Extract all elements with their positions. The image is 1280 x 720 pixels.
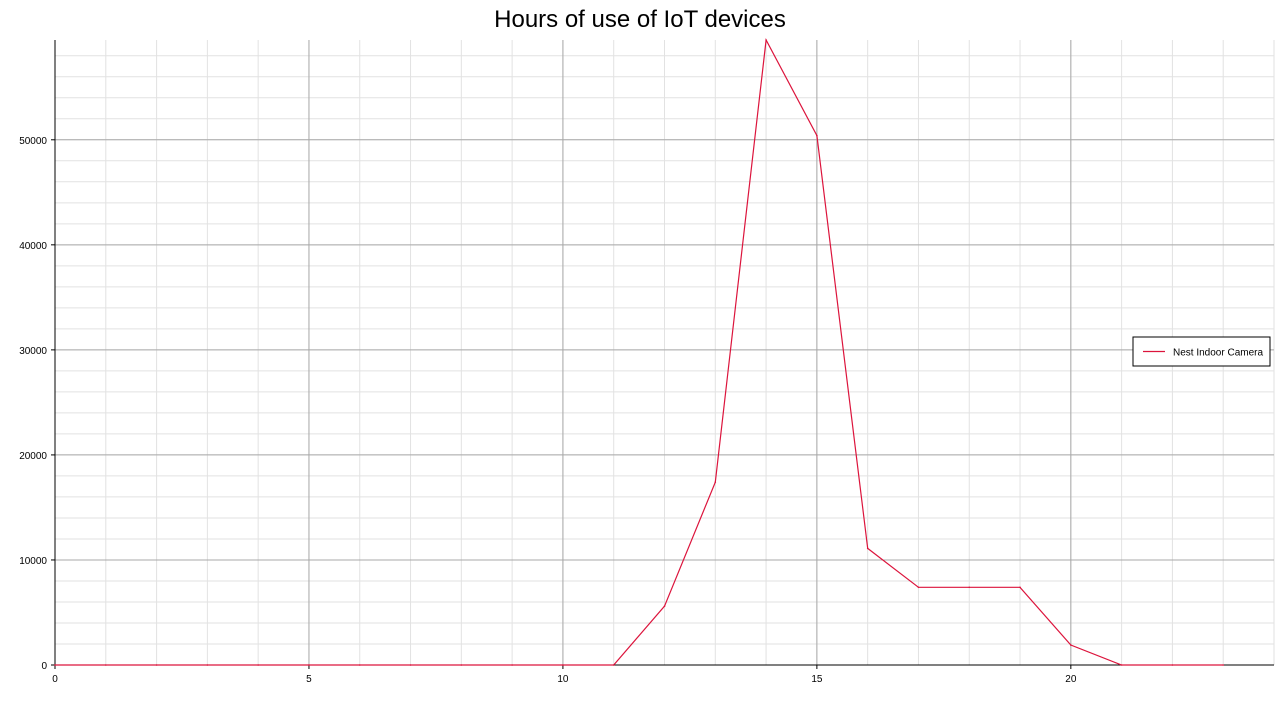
y-tick-label: 0 — [41, 661, 47, 672]
chart-title: Hours of use of IoT devices — [494, 6, 786, 33]
data-point — [206, 664, 209, 666]
data-point — [155, 664, 158, 666]
major-grid — [55, 40, 1274, 665]
data-point — [1171, 664, 1174, 666]
data-point — [917, 586, 920, 589]
data-point — [1120, 664, 1123, 666]
data-point — [257, 664, 259, 666]
x-tick-label: 10 — [557, 674, 569, 685]
y-tick-label: 50000 — [19, 136, 47, 147]
y-tick-label: 20000 — [19, 451, 47, 462]
data-point — [358, 664, 361, 666]
data-point — [968, 586, 971, 589]
data-point — [714, 481, 717, 484]
data-point — [409, 664, 412, 666]
data-point — [460, 664, 463, 666]
data-point — [1019, 586, 1021, 589]
series-layer — [54, 38, 1225, 666]
data-point — [612, 664, 615, 666]
data-point — [54, 664, 56, 666]
data-point — [663, 605, 666, 607]
x-tick-label: 15 — [811, 674, 823, 685]
minor-grid — [54, 40, 1275, 666]
data-point — [511, 664, 513, 666]
data-point — [1222, 664, 1225, 666]
series-line — [55, 38, 1224, 666]
tick-labels: 0 5 10 15 20 0 10000 20000 30000 40000 50000 — [19, 136, 1077, 685]
data-point — [765, 39, 767, 41]
data-point — [866, 547, 869, 550]
x-tick-label: 5 — [306, 674, 312, 685]
legend: Nest Indoor Camera — [1132, 336, 1271, 367]
x-tick-label: 20 — [1065, 674, 1077, 685]
data-point — [104, 664, 107, 666]
y-tick-label: 30000 — [19, 346, 47, 357]
data-point — [816, 134, 818, 137]
y-tick-label: 40000 — [19, 241, 47, 252]
legend-label: Nest Indoor Camera — [1173, 348, 1263, 359]
x-tick-label: 0 — [52, 674, 58, 685]
axes — [51, 40, 1274, 669]
data-point — [1070, 644, 1072, 646]
data-point — [562, 664, 564, 666]
y-tick-label: 10000 — [19, 556, 47, 567]
data-point — [308, 664, 310, 666]
